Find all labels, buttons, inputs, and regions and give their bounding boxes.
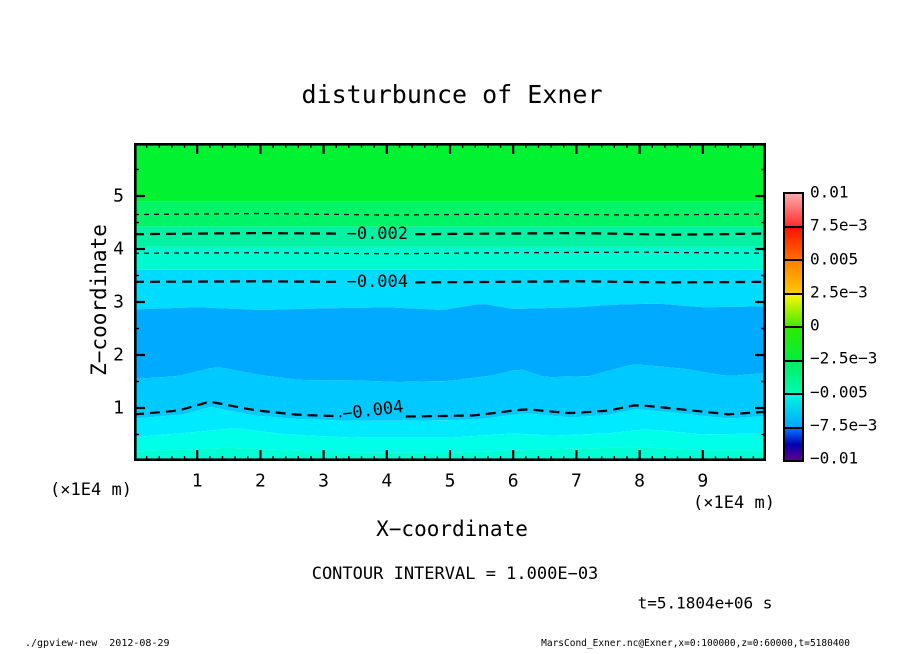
y-tick-label: 4 [113,238,124,260]
contour-line [134,280,340,283]
x-tick-label: 5 [444,470,456,492]
colorbar [783,192,804,462]
y-axis-label: Z−coordinate [87,224,111,376]
colorbar-tick-label: 0.005 [810,249,859,268]
colorbar-segment [785,194,802,228]
contour-line [415,231,766,236]
contour-lines: −0.002−0.004−0.004 [134,212,766,424]
contour-line [415,280,766,284]
contour-label: −0.002 [347,224,408,244]
colorbar-tick-label: −7.5e−3 [810,415,878,435]
colorbar-segment [785,395,802,429]
y-axis-unit: (×1E4 m) [50,480,132,500]
x-tick-label: 4 [381,470,393,492]
x-tick-label: 3 [318,470,330,492]
plot-border [134,143,766,461]
x-tick-label: 9 [697,470,709,492]
colorbar-tick-label: 0 [810,315,820,335]
colorbar-segment [785,428,802,460]
colorbar-tick-label: −0.01 [810,448,859,468]
y-tick-label: 2 [113,344,124,366]
colorbar-segment [785,328,802,362]
footer-command: ./gpview-new 2012-08-29 [25,638,170,649]
x-axis-label: X−coordinate [376,517,528,541]
plot-area: −0.002−0.004−0.004 [134,143,766,461]
colorbar-tick-label: −2.5e−3 [810,348,878,368]
contour-line [134,232,340,236]
x-tick-label: 2 [254,470,266,492]
x-tick-label: 8 [634,470,646,492]
colorbar-segment [785,227,802,261]
time-label: t=5.1804e+06 s [637,593,773,613]
colorbar-segment [785,361,802,395]
colorbar-tick-label: 7.5e−3 [810,215,868,235]
x-tick-label: 6 [507,470,519,492]
contour-line [134,400,342,418]
contour-line [405,404,766,418]
colorbar-tick-label: 2.5e−3 [810,282,868,302]
y-tick-label: 5 [113,185,124,207]
y-tick-label: 1 [113,397,124,419]
colorbar-tick-label: 0.01 [810,182,849,202]
colorbar-segment [785,294,802,328]
contour-interval-text: CONTOUR INTERVAL = 1.000E−03 [311,564,599,584]
tone-bands [134,143,766,461]
x-axis-unit: (×1E4 m) [693,493,775,513]
y-tick-label: 3 [113,291,124,313]
footer-source: MarsCond_Exner.nc@Exner,x=0:100000,z=0:6… [541,638,850,649]
x-tick-label: 1 [191,470,203,492]
colorbar-tick-label: −0.005 [810,382,868,401]
chart-title: disturbunce of Exner [301,80,603,109]
x-tick-label: 7 [570,470,582,492]
colorbar-segment [785,261,802,295]
contour-label: −0.004 [347,272,408,292]
